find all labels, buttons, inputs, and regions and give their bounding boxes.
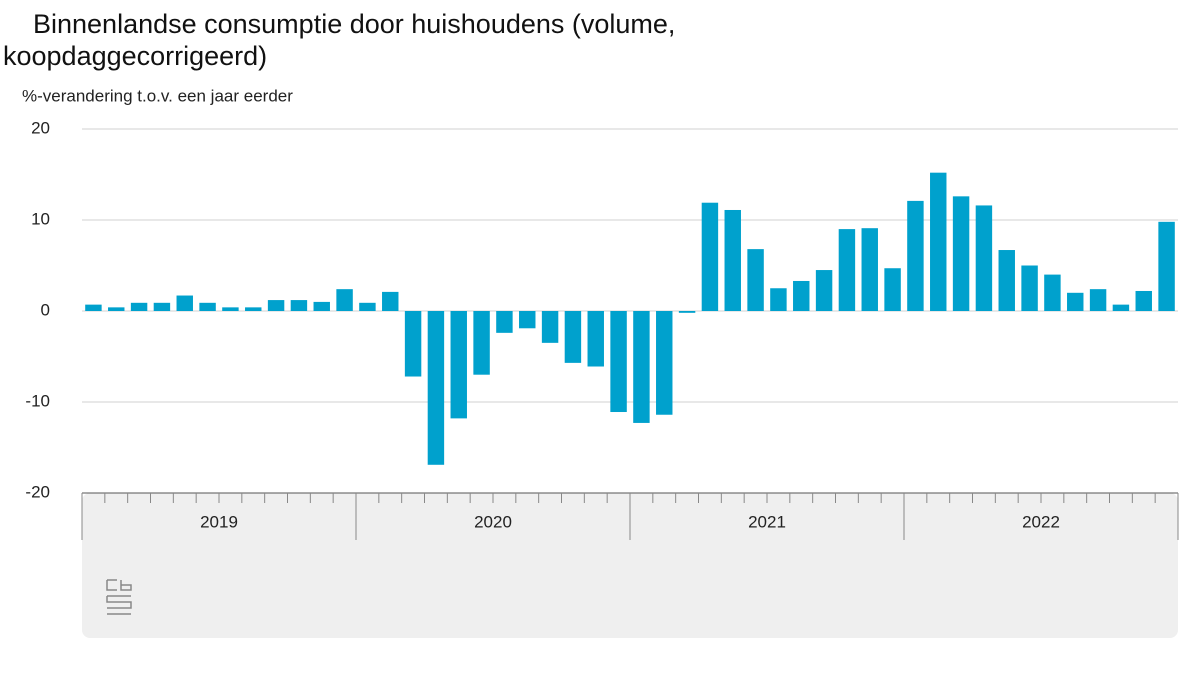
y-axis-label: %-verandering t.o.v. een jaar eerder: [22, 86, 293, 105]
x-year-label: 2019: [200, 512, 238, 531]
bar: [884, 268, 901, 311]
bar: [267, 300, 285, 311]
bar: [1021, 265, 1038, 311]
bar: [930, 172, 947, 311]
bar: [998, 250, 1015, 311]
y-tick-label: 0: [41, 300, 50, 319]
bar: [633, 311, 650, 423]
bar: [610, 311, 627, 413]
bar: [656, 311, 673, 415]
y-tick-label: -10: [25, 391, 50, 410]
bar: [1135, 290, 1152, 311]
bar: [153, 302, 171, 311]
bar: [861, 228, 878, 311]
bar: [907, 200, 924, 311]
bar: [404, 311, 422, 377]
bar: [838, 229, 856, 311]
bar: [245, 307, 262, 311]
bar: [541, 311, 559, 343]
bar: [496, 311, 513, 333]
bar: [724, 209, 741, 311]
bar: [747, 249, 764, 311]
bar: [359, 302, 376, 311]
y-tick-label: -20: [25, 482, 50, 501]
bar: [290, 300, 308, 311]
cbs-logo: [106, 579, 132, 615]
bar: [85, 304, 102, 311]
bar: [473, 311, 490, 375]
bar: [701, 202, 719, 311]
bar: [564, 311, 582, 363]
bar: [313, 301, 330, 311]
x-year-label: 2021: [748, 512, 786, 531]
bar: [1089, 289, 1107, 311]
bar: [519, 311, 536, 329]
y-tick-label: 10: [31, 209, 50, 228]
bar: [130, 302, 148, 311]
bar: [427, 311, 445, 465]
bar: [1067, 292, 1084, 311]
bar: [952, 196, 970, 311]
bar: [108, 307, 125, 311]
y-tick-label: 20: [31, 118, 50, 137]
x-year-label: 2020: [474, 512, 512, 531]
bar: [815, 270, 833, 311]
bar: [199, 302, 216, 311]
bar: [975, 205, 993, 311]
chart-title: Binnenlandse consumptie door huishoudens…: [3, 9, 676, 71]
bar: [450, 311, 467, 419]
x-year-label: 2022: [1022, 512, 1060, 531]
bar: [770, 288, 787, 311]
bar: [222, 307, 239, 311]
bar: [336, 289, 353, 311]
bar: [1158, 221, 1175, 311]
bar: [176, 295, 193, 311]
bar: [382, 291, 399, 311]
bar: [793, 280, 810, 311]
bar: [1112, 304, 1130, 311]
bar: [587, 311, 604, 367]
bar: [678, 311, 696, 313]
bar: [1044, 274, 1061, 311]
